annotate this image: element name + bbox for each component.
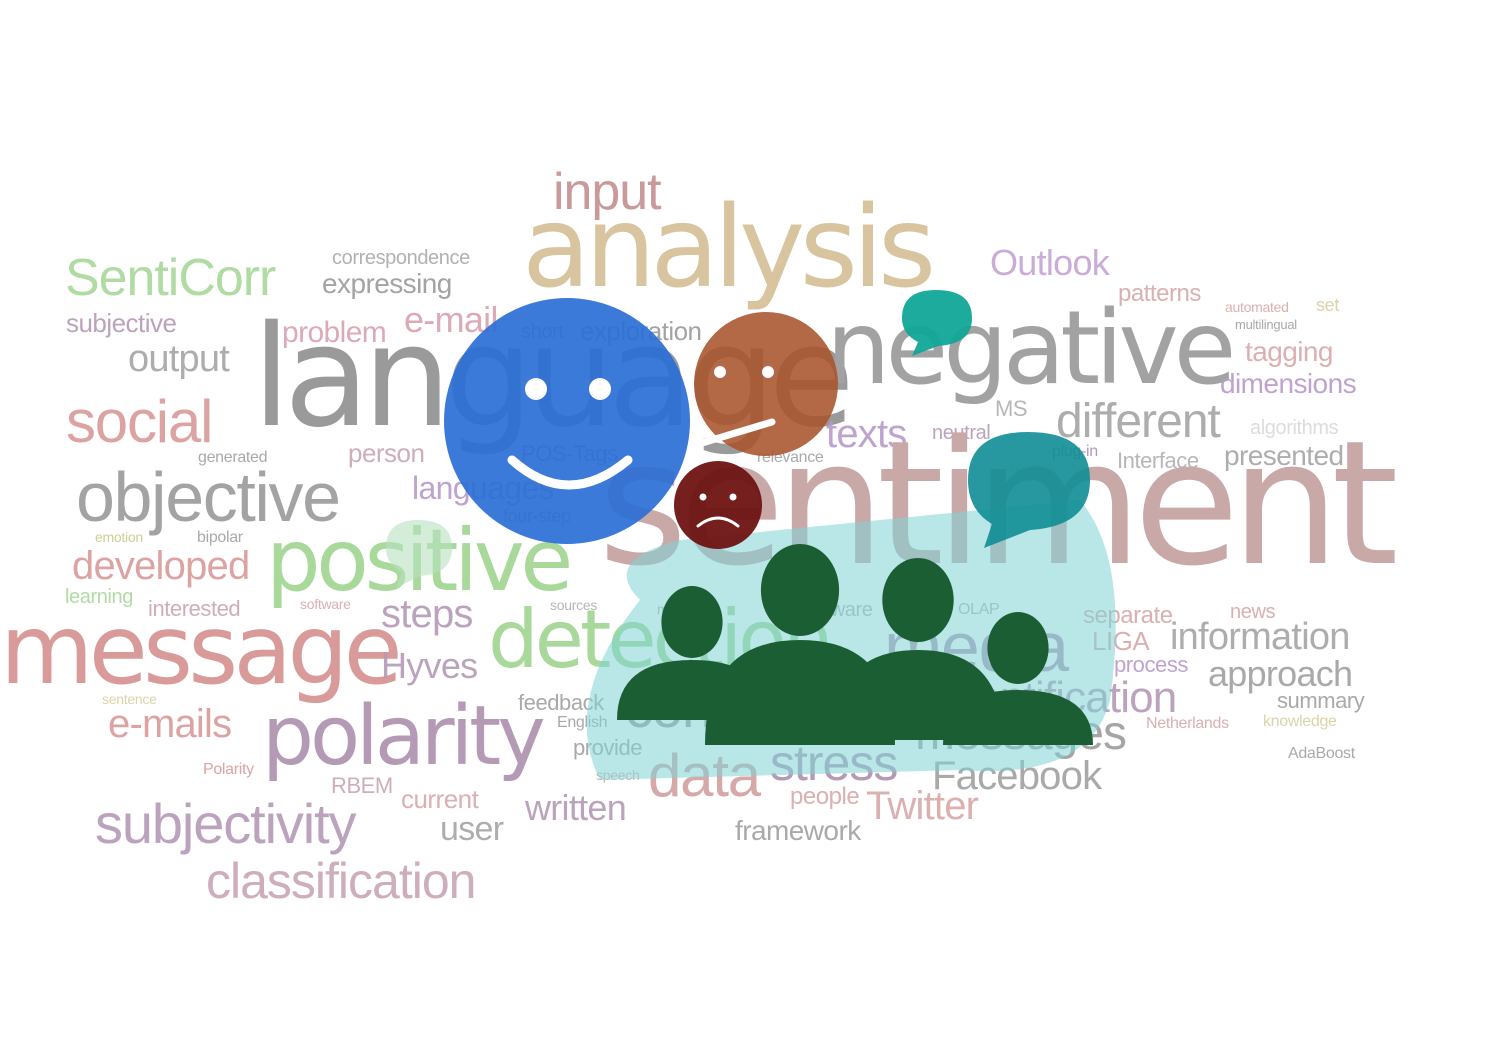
word-emotion: emotion — [95, 529, 143, 545]
word-user: user — [440, 810, 504, 848]
word-content: content — [625, 676, 802, 739]
word-e-mails: e-mails — [108, 702, 232, 746]
word-text: text — [832, 686, 885, 724]
word-outlook: Outlook — [990, 242, 1110, 283]
word-detection: detection — [488, 593, 834, 686]
word-social: social — [66, 388, 213, 455]
word-generated: generated — [198, 449, 268, 466]
word-negative: negative — [826, 289, 1236, 408]
word-automated: automated — [1225, 299, 1289, 315]
word-subjectivity: subjectivity — [95, 792, 357, 855]
word-sentiment: sentiment — [598, 403, 1399, 604]
word-feedback: feedback — [518, 690, 604, 715]
word-expressing: expressing — [322, 268, 452, 299]
word-process: process — [1114, 652, 1188, 677]
word-presented: presented — [1224, 440, 1344, 471]
word-ms: MS — [995, 396, 1028, 421]
word-interested: interested — [148, 596, 241, 621]
word-learning: learning — [65, 586, 133, 608]
word-knowledge: knowledge — [1263, 713, 1337, 730]
word-set: set — [1316, 295, 1339, 315]
word-person: person — [348, 438, 425, 468]
word-bipolar: bipolar — [197, 529, 243, 546]
word-correspondence: correspondence — [332, 247, 470, 269]
word-sentence: sentence — [102, 691, 157, 707]
word-input: input — [553, 163, 662, 221]
word-liga: LIGA — [1092, 626, 1150, 656]
word-tagging: tagging — [1245, 336, 1334, 367]
word-news: news — [1230, 601, 1276, 623]
word-separate: separate — [1083, 602, 1173, 629]
word-twitter: Twitter — [866, 784, 979, 828]
word-software: software — [300, 596, 351, 612]
word-steps: steps — [381, 592, 473, 636]
word-patterns: patterns — [1118, 280, 1201, 307]
word-senticorr: SentiCorr — [65, 249, 276, 307]
word-objective: objective — [76, 458, 341, 536]
word-subjective: subjective — [66, 308, 177, 338]
word-classification: classification — [206, 853, 476, 909]
word-developed: developed — [72, 544, 250, 588]
word-stress: stress — [770, 735, 898, 791]
word-english: English — [557, 714, 608, 731]
word-algorithms: algorithms — [1250, 417, 1339, 439]
word-data: data — [648, 742, 761, 809]
word-rbem: RBEM — [331, 773, 393, 798]
word-adaboost: AdaBoost — [1288, 745, 1355, 762]
word-analysis: analysis — [522, 183, 936, 313]
word-current: current — [401, 784, 479, 814]
word-texts: texts — [826, 412, 907, 456]
word-sources: sources — [550, 597, 598, 613]
word-media: media — [884, 608, 1069, 686]
word-approach: approach — [1208, 653, 1353, 694]
word-interface: Interface — [1117, 448, 1199, 473]
word-hyves: Hyves — [381, 645, 478, 686]
word-polarity: polarity — [262, 689, 546, 784]
word-languages: languages — [412, 470, 555, 506]
word-netherlands: Netherlands — [1146, 715, 1229, 732]
word-dimensions: dimensions — [1220, 368, 1357, 399]
word-output: output — [128, 338, 230, 380]
word-speech: speech — [596, 767, 640, 783]
word-problem: problem — [282, 316, 387, 349]
word-information: information — [1170, 616, 1350, 658]
word-multilingual: multilingual — [1235, 317, 1297, 332]
word-framework: framework — [735, 815, 861, 846]
word-summary: summary — [1277, 688, 1365, 713]
word-provide: provide — [573, 735, 643, 760]
word-written: written — [525, 787, 627, 828]
word-polarity: Polarity — [203, 761, 254, 778]
word-messages: messages — [915, 707, 1127, 760]
word-message: message — [0, 594, 403, 706]
word-people: people — [790, 783, 860, 810]
